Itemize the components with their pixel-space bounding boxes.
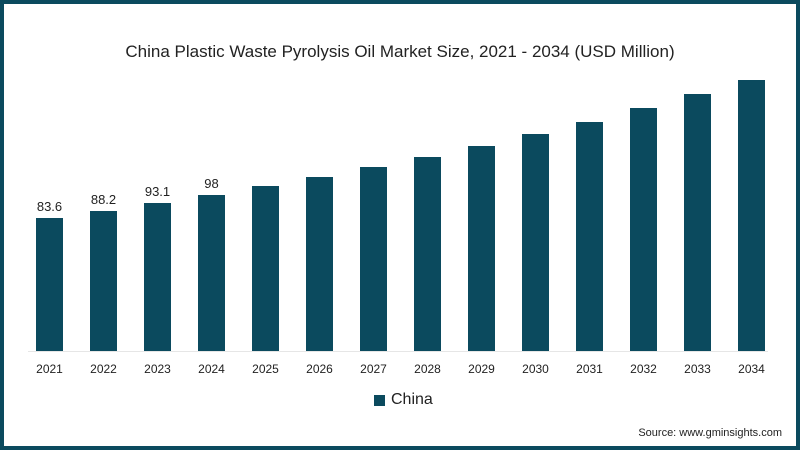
bar-2030 bbox=[522, 134, 549, 351]
bar-2025 bbox=[252, 186, 279, 351]
source-note: Source: www.gminsights.com bbox=[638, 427, 782, 439]
x-tick-2030: 2030 bbox=[522, 362, 549, 376]
x-tick-2031: 2031 bbox=[576, 362, 603, 376]
bar-2029 bbox=[468, 146, 495, 351]
bar-2026 bbox=[306, 177, 333, 351]
x-tick-2024: 2024 bbox=[198, 362, 225, 376]
x-tick-2022: 2022 bbox=[90, 362, 117, 376]
bar-2033 bbox=[684, 94, 711, 351]
x-axis-line bbox=[28, 351, 768, 352]
x-tick-2029: 2029 bbox=[468, 362, 495, 376]
bar-2032 bbox=[630, 108, 657, 351]
bar-2034 bbox=[738, 80, 765, 351]
x-tick-2032: 2032 bbox=[630, 362, 657, 376]
bar-2022 bbox=[90, 210, 117, 351]
x-tick-2025: 2025 bbox=[252, 362, 279, 376]
data-label-2021: 83.6 bbox=[36, 199, 63, 214]
chart-title: China Plastic Waste Pyrolysis Oil Market… bbox=[125, 42, 675, 61]
legend: China bbox=[374, 391, 433, 409]
x-tick-2021: 2021 bbox=[36, 362, 63, 376]
bar-2021 bbox=[36, 218, 63, 351]
data-label-2022: 88.2 bbox=[90, 191, 117, 207]
bar-2027 bbox=[360, 167, 387, 351]
chart-frame bbox=[4, 4, 796, 446]
x-tick-2034: 2034 bbox=[738, 362, 765, 376]
bar-2031 bbox=[576, 122, 603, 351]
legend-swatch-icon bbox=[374, 394, 385, 406]
bar-2024 bbox=[198, 195, 225, 351]
data-label-2023: 93.1 bbox=[144, 183, 171, 199]
x-tick-2026: 2026 bbox=[306, 362, 333, 376]
x-tick-2023: 2023 bbox=[144, 362, 171, 376]
x-tick-2033: 2033 bbox=[684, 362, 711, 376]
bar-2023 bbox=[144, 202, 171, 351]
x-tick-2027: 2027 bbox=[360, 362, 387, 376]
data-label-2024: 98 bbox=[204, 176, 219, 192]
x-tick-2028: 2028 bbox=[414, 362, 441, 376]
bar-2028 bbox=[414, 157, 441, 351]
legend-label: China bbox=[391, 391, 433, 408]
